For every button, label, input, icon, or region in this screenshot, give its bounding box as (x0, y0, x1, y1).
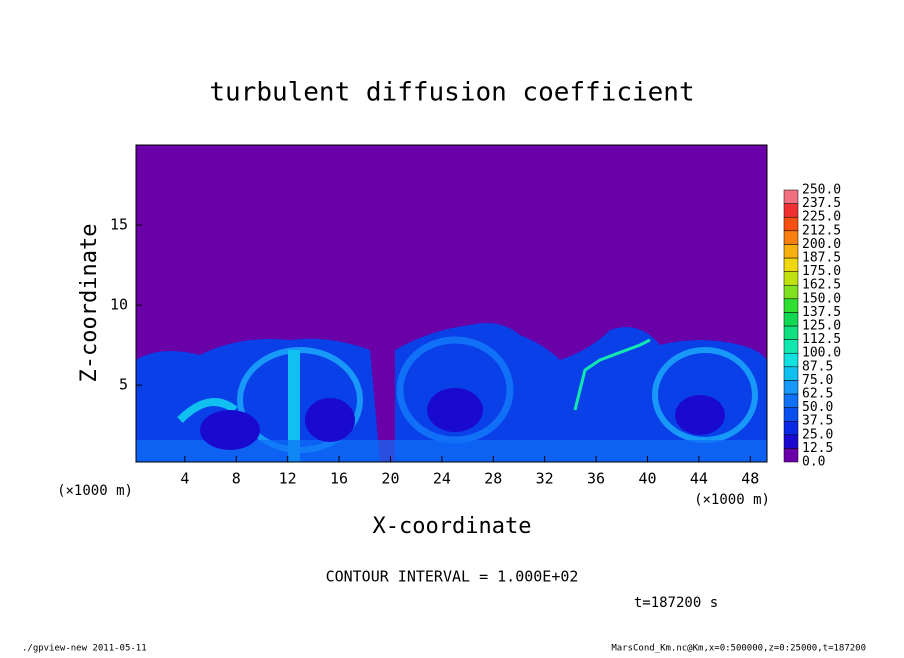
colorbar-label: 62.5 (802, 387, 833, 402)
x-tick-label: 12 (279, 470, 297, 488)
y-tick-label: 5 (119, 376, 128, 394)
colorbar-band (783, 434, 799, 449)
x-tick-label: 20 (381, 470, 399, 488)
colorbar-label: 237.5 (802, 196, 841, 211)
colorbar-band (783, 189, 799, 204)
contour-interval: CONTOUR INTERVAL = 1.000E+02 (326, 568, 579, 586)
colorbar-label: 100.0 (802, 346, 841, 361)
colorbar-band (783, 352, 799, 368)
colorbar-band (783, 257, 799, 272)
colorbar-label: 150.0 (802, 291, 841, 306)
colorbar-band (783, 271, 799, 286)
colorbar-band (783, 325, 799, 340)
colorbar-label: 12.5 (802, 441, 833, 456)
colorbar-label: 37.5 (802, 414, 833, 429)
x-tick-label: 36 (587, 470, 605, 488)
x-tick-label: 40 (638, 470, 656, 488)
colorbar-band (783, 407, 799, 422)
x-tick-label: 16 (330, 470, 348, 488)
colorbar-band (783, 284, 799, 300)
colorbar-label: 112.5 (802, 332, 841, 347)
colorbar-band (783, 216, 799, 232)
colorbar-label: 50.0 (802, 400, 833, 415)
colorbar-band (783, 230, 799, 245)
colorbar-label: 200.0 (802, 237, 841, 252)
y-tick-label: 10 (110, 296, 128, 314)
x-unit-label: (×1000 m) (694, 492, 770, 508)
colorbar-label: 125.0 (802, 319, 841, 334)
x-tick-label: 8 (232, 470, 241, 488)
x-tick-label: 24 (433, 470, 451, 488)
x-tick-label: 44 (690, 470, 708, 488)
colorbar-band (783, 244, 799, 259)
time-label: t=187200 s (634, 595, 718, 611)
colorbar-band (783, 312, 799, 327)
x-tick-label: 48 (741, 470, 759, 488)
colorbar-label: 175.0 (802, 264, 841, 279)
colorbar-label: 187.5 (802, 251, 841, 266)
colorbar-band (783, 203, 799, 218)
y-tick-label: 15 (110, 216, 128, 234)
x-tick-label: 4 (180, 470, 189, 488)
colorbar-label: 0.0 (802, 455, 825, 470)
x-tick-label: 28 (484, 470, 502, 488)
footer-left: ./gpview-new 2011-05-11 (22, 644, 147, 654)
colorbar-label: 87.5 (802, 359, 833, 374)
colorbar-label: 25.0 (802, 427, 833, 442)
x-unit-label: (×1000 m) (57, 483, 133, 499)
colorbar-label: 250.0 (802, 183, 841, 198)
x-tick-label: 32 (536, 470, 554, 488)
colorbar-band (783, 380, 799, 395)
colorbar-label: 75.0 (802, 373, 833, 388)
colorbar-label: 137.5 (802, 305, 841, 320)
plot-frame (135, 144, 768, 463)
colorbar-label: 212.5 (802, 223, 841, 238)
colorbar-band (783, 448, 799, 463)
colorbar-band (783, 366, 799, 381)
footer-right: MarsCond_Km.nc@Km,x=0:500000,z=0:25000,t… (611, 644, 866, 654)
field (136, 322, 767, 462)
colorbar-band (783, 339, 799, 354)
colorbar-band (783, 420, 799, 436)
colorbar-label: 162.5 (802, 278, 841, 293)
y-axis-label: Z-coordinate (77, 224, 102, 383)
x-axis-label: X-coordinate (373, 514, 532, 539)
colorbar-band (783, 298, 799, 313)
colorbar-label: 225.0 (802, 210, 841, 225)
colorbar-band (783, 393, 799, 408)
chart-title: turbulent diffusion coefficient (209, 78, 694, 108)
